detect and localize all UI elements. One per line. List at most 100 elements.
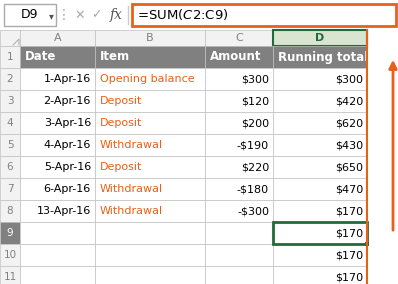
Text: Amount: Amount <box>210 51 261 64</box>
Bar <box>205 222 273 244</box>
Bar <box>205 266 273 284</box>
Bar <box>95 112 205 134</box>
Bar <box>20 156 95 178</box>
Text: 6-Apr-16: 6-Apr-16 <box>44 184 91 194</box>
Bar <box>205 156 273 178</box>
Text: Deposit: Deposit <box>100 96 142 106</box>
Text: Deposit: Deposit <box>100 118 142 128</box>
Bar <box>273 178 367 200</box>
Bar <box>95 68 205 90</box>
Text: 4: 4 <box>7 118 13 128</box>
Bar <box>0 112 20 134</box>
Bar <box>0 46 20 68</box>
Bar <box>273 266 367 284</box>
Bar <box>205 30 273 46</box>
Text: $170: $170 <box>335 228 363 238</box>
Text: 1: 1 <box>7 52 13 62</box>
Bar <box>273 90 367 112</box>
Bar <box>205 46 273 68</box>
Bar <box>95 178 205 200</box>
Bar <box>95 30 205 46</box>
Bar <box>0 266 20 284</box>
Text: $170: $170 <box>335 228 363 238</box>
Text: Deposit: Deposit <box>100 162 142 172</box>
Bar <box>0 134 20 156</box>
Text: Withdrawal: Withdrawal <box>100 184 163 194</box>
Text: $430: $430 <box>335 140 363 150</box>
Bar <box>95 222 205 244</box>
Text: 1-Apr-16: 1-Apr-16 <box>44 74 91 84</box>
Bar <box>273 222 367 244</box>
Text: Opening balance: Opening balance <box>100 74 195 84</box>
Bar <box>273 68 367 90</box>
Text: C: C <box>235 33 243 43</box>
Text: 8: 8 <box>7 206 13 216</box>
Bar <box>95 200 205 222</box>
Text: =SUM($C$2:C9): =SUM($C$2:C9) <box>137 7 228 22</box>
Bar <box>205 200 273 222</box>
Bar <box>205 90 273 112</box>
Bar <box>0 30 20 46</box>
Text: Running total: Running total <box>278 51 368 64</box>
Bar <box>95 46 205 68</box>
Bar <box>273 222 367 244</box>
Bar <box>0 178 20 200</box>
Text: Date: Date <box>25 51 57 64</box>
Bar <box>20 30 95 46</box>
Bar <box>273 200 367 222</box>
Bar <box>205 68 273 90</box>
Text: 10: 10 <box>4 250 17 260</box>
Text: $300: $300 <box>335 74 363 84</box>
Text: A: A <box>54 33 61 43</box>
Bar <box>205 112 273 134</box>
Bar <box>132 4 396 26</box>
Bar <box>205 244 273 266</box>
Bar <box>0 222 20 244</box>
Bar <box>205 134 273 156</box>
Text: -$300: -$300 <box>237 206 269 216</box>
Bar <box>95 134 205 156</box>
Bar <box>95 90 205 112</box>
Bar <box>0 156 20 178</box>
Text: $120: $120 <box>241 96 269 106</box>
Bar <box>20 68 95 90</box>
Bar <box>20 90 95 112</box>
Text: $170: $170 <box>335 206 363 216</box>
Bar <box>273 156 367 178</box>
Text: $200: $200 <box>241 118 269 128</box>
Bar <box>20 46 95 68</box>
Text: $170: $170 <box>335 272 363 282</box>
Bar <box>273 112 367 134</box>
Bar <box>0 90 20 112</box>
Text: B: B <box>146 33 154 43</box>
Text: $300: $300 <box>241 74 269 84</box>
Text: 5-Apr-16: 5-Apr-16 <box>44 162 91 172</box>
Bar <box>0 68 20 90</box>
Bar <box>273 244 367 266</box>
Text: ✕: ✕ <box>75 9 85 22</box>
Text: ✓: ✓ <box>91 9 101 22</box>
Text: -$180: -$180 <box>237 184 269 194</box>
Text: 4-Apr-16: 4-Apr-16 <box>44 140 91 150</box>
Text: 2: 2 <box>7 74 13 84</box>
Text: 11: 11 <box>3 272 17 282</box>
Text: Item: Item <box>100 51 130 64</box>
Bar <box>95 244 205 266</box>
Text: fx: fx <box>109 8 123 22</box>
Bar <box>20 266 95 284</box>
Bar <box>20 112 95 134</box>
Text: Withdrawal: Withdrawal <box>100 140 163 150</box>
Bar <box>20 134 95 156</box>
Bar <box>20 200 95 222</box>
Text: $650: $650 <box>335 162 363 172</box>
Bar <box>0 200 20 222</box>
Text: $470: $470 <box>335 184 363 194</box>
Text: 7: 7 <box>7 184 13 194</box>
Bar <box>273 46 367 68</box>
Text: 6: 6 <box>7 162 13 172</box>
Text: $170: $170 <box>335 250 363 260</box>
Bar <box>205 178 273 200</box>
Text: 5: 5 <box>7 140 13 150</box>
Bar <box>20 178 95 200</box>
Text: 2-Apr-16: 2-Apr-16 <box>44 96 91 106</box>
